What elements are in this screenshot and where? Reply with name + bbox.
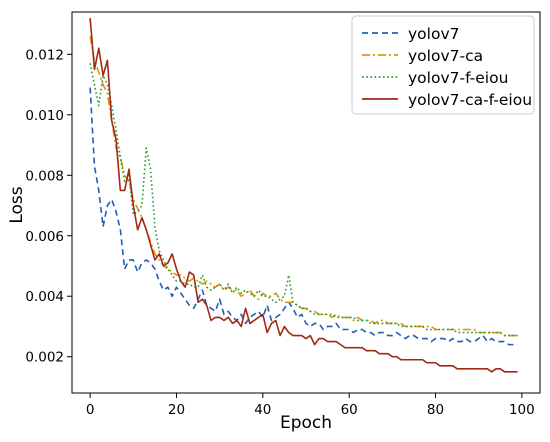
legend-label: yolov7 (408, 25, 459, 43)
legend-label: yolov7-ca-f-eiou (408, 91, 532, 109)
x-tick-label: 0 (86, 402, 95, 418)
plot-frame (71, 11, 541, 394)
series-line-yolov7-ca-f-eiou (89, 17, 518, 373)
legend-label: yolov7-f-eiou (408, 69, 508, 87)
legend-label: yolov7-ca (408, 47, 483, 65)
axes: 0 20 40 60 80 100 0.002 0.004 0.006 0.008 0.010 0.0… (25, 11, 541, 418)
x-tick-label: 20 (168, 402, 185, 418)
legend: yolov7 yolov7-ca yolov7-f-eiou yolov7-ca-f-… (351, 15, 535, 115)
y-tick-label: 0.008 (25, 168, 64, 184)
x-tick-label: 40 (254, 402, 271, 418)
series-line-yolov7 (89, 87, 518, 346)
x-axis-label: Epoch (280, 413, 332, 433)
y-tick-label: 0.006 (25, 229, 64, 245)
x-tick-label: 80 (427, 402, 444, 418)
y-axis-label: Loss (7, 186, 27, 223)
series-lines (89, 17, 518, 373)
series-line-yolov7-f-eiou (89, 63, 518, 337)
y-tick-label: 0.010 (25, 108, 64, 124)
legend-box (351, 15, 535, 115)
y-tick-label: 0.012 (25, 47, 64, 63)
x-tick-label: 100 (509, 402, 535, 418)
x-tick-label: 60 (341, 402, 358, 418)
y-tick-label: 0.004 (25, 289, 64, 305)
y-tick-label: 0.002 (25, 350, 64, 366)
